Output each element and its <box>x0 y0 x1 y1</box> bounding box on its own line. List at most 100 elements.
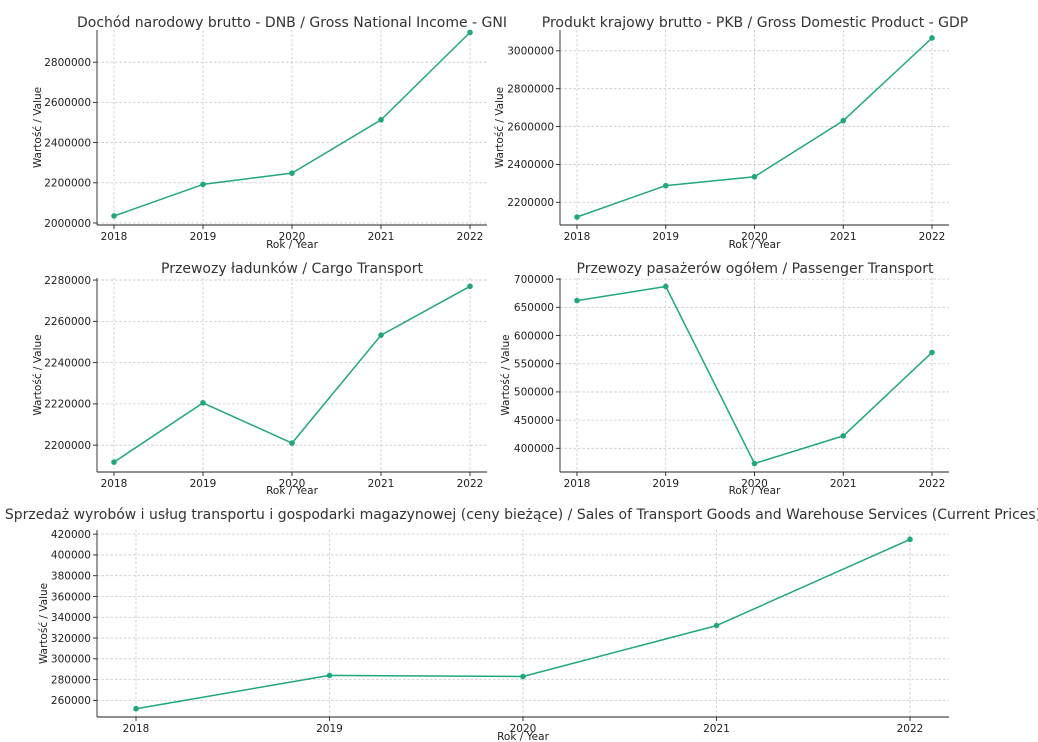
y-tick-label: 320000 <box>51 633 91 645</box>
data-point <box>111 459 117 465</box>
y-axis-label: Wartość / Value <box>32 87 44 168</box>
y-tick-label: 2220000 <box>44 399 91 411</box>
x-tick-label: 2018 <box>101 478 128 490</box>
chart-title: Dochód narodowy brutto - DNB / Gross Nat… <box>77 15 507 31</box>
x-tick-label: 2020 <box>741 231 768 243</box>
y-tick-label: 280000 <box>51 674 91 686</box>
data-point <box>378 117 384 123</box>
chart-title: Przewozy pasażerów ogółem / Passenger Tr… <box>577 261 934 277</box>
y-tick-label: 3000000 <box>507 46 554 58</box>
y-tick-label: 2000000 <box>44 218 91 230</box>
y-tick-label: 2800000 <box>44 57 91 69</box>
data-point <box>200 400 206 406</box>
x-tick-label: 2019 <box>190 231 217 243</box>
data-point <box>289 440 295 446</box>
x-tick-label: 2022 <box>457 231 484 243</box>
y-tick-label: 2400000 <box>44 137 91 149</box>
data-point <box>111 213 117 219</box>
x-tick-label: 2020 <box>741 478 768 490</box>
chart-5: 260000 280000 300000 320000 340000 360000 3800… <box>5 507 1038 742</box>
data-point <box>751 173 758 180</box>
x-tick-label: 2019 <box>652 231 679 243</box>
y-tick-label: 650000 <box>514 302 554 314</box>
data-point <box>574 297 580 304</box>
x-tick-label: 2021 <box>830 478 857 490</box>
data-point <box>929 349 935 356</box>
y-tick-label: 260000 <box>51 695 91 707</box>
y-tick-label: 2200000 <box>44 178 91 190</box>
chart-1: 2000000 2200000 2400000 2600000 2800000 2018 2… <box>32 15 507 251</box>
x-axis-label: Rok / Year <box>729 239 781 251</box>
x-axis-label: Rok / Year <box>266 485 318 497</box>
data-point <box>326 672 333 679</box>
x-tick-label: 2020 <box>279 478 306 490</box>
y-axis-label: Wartość / Value <box>38 583 50 664</box>
y-tick-label: 2280000 <box>44 275 91 287</box>
y-tick-label: 380000 <box>51 571 91 583</box>
data-point <box>520 673 526 680</box>
y-tick-label: 420000 <box>51 529 91 541</box>
y-tick-label: 300000 <box>51 654 91 666</box>
x-tick-label: 2022 <box>897 723 924 735</box>
y-tick-label: 2800000 <box>507 83 554 95</box>
x-axis-label: Rok / Year <box>266 239 318 251</box>
data-point <box>574 214 580 220</box>
x-tick-label: 2021 <box>368 478 395 490</box>
y-axis-label: Wartość / Value <box>494 87 506 168</box>
data-point <box>929 35 935 41</box>
data-point <box>662 182 669 189</box>
x-tick-label: 2021 <box>368 231 395 243</box>
x-tick-label: 2019 <box>190 478 217 490</box>
x-tick-label: 2020 <box>279 231 306 243</box>
y-tick-label: 2200000 <box>507 197 554 209</box>
x-tick-label: 2019 <box>652 478 679 490</box>
x-tick-label: 2018 <box>101 231 128 243</box>
x-tick-label: 2022 <box>457 478 484 490</box>
x-tick-label: 2018 <box>123 723 150 735</box>
data-point <box>200 181 206 188</box>
x-tick-label: 2021 <box>703 723 730 735</box>
y-tick-label: 400000 <box>514 443 554 455</box>
data-point <box>751 460 758 467</box>
data-point <box>662 283 669 290</box>
y-tick-label: 450000 <box>514 415 554 427</box>
y-tick-label: 400000 <box>51 550 91 562</box>
y-tick-label: 2600000 <box>507 121 554 133</box>
y-tick-label: 550000 <box>514 359 554 371</box>
data-point <box>840 117 847 124</box>
x-tick-label: 2021 <box>830 231 857 243</box>
data-point <box>907 536 913 543</box>
y-tick-label: 500000 <box>514 387 554 399</box>
data-point <box>289 170 295 176</box>
x-tick-label: 2018 <box>564 231 591 243</box>
data-point <box>133 705 139 712</box>
y-tick-label: 360000 <box>51 591 91 603</box>
y-tick-label: 2400000 <box>507 159 554 171</box>
y-tick-label: 2600000 <box>44 97 91 109</box>
y-tick-label: 600000 <box>514 330 554 342</box>
x-tick-label: 2022 <box>919 231 946 243</box>
x-tick-label: 2018 <box>564 478 591 490</box>
y-axis-label: Wartość / Value <box>32 334 44 415</box>
series-line <box>576 37 933 218</box>
x-tick-label: 2020 <box>510 723 537 735</box>
data-point <box>378 332 384 338</box>
x-tick-label: 2022 <box>919 478 946 490</box>
data-point <box>713 622 720 629</box>
chart-title: Produkt krajowy brutto - PKB / Gross Dom… <box>542 15 968 31</box>
data-point <box>840 433 847 439</box>
y-tick-label: 2240000 <box>44 357 91 369</box>
x-tick-label: 2019 <box>316 723 343 735</box>
data-point <box>467 283 473 290</box>
y-tick-label: 700000 <box>514 274 554 286</box>
y-tick-label: 340000 <box>51 612 91 624</box>
chart-title: Przewozy ładunków / Cargo Transport <box>161 261 423 277</box>
y-tick-label: 2260000 <box>44 316 91 328</box>
chart-title: Sprzedaż wyrobów i usług transportu i go… <box>5 507 1038 523</box>
chart-2: 2200000 2400000 2600000 2800000 3000000 2018 2… <box>494 15 968 251</box>
chart-3: 2200000 2220000 2240000 2260000 2280000 2018 2… <box>32 261 487 497</box>
chart-4: 400000 450000 500000 550000 600000 650000 7000… <box>500 261 949 497</box>
y-tick-label: 2200000 <box>44 440 91 452</box>
y-axis-label: Wartość / Value <box>500 334 512 415</box>
